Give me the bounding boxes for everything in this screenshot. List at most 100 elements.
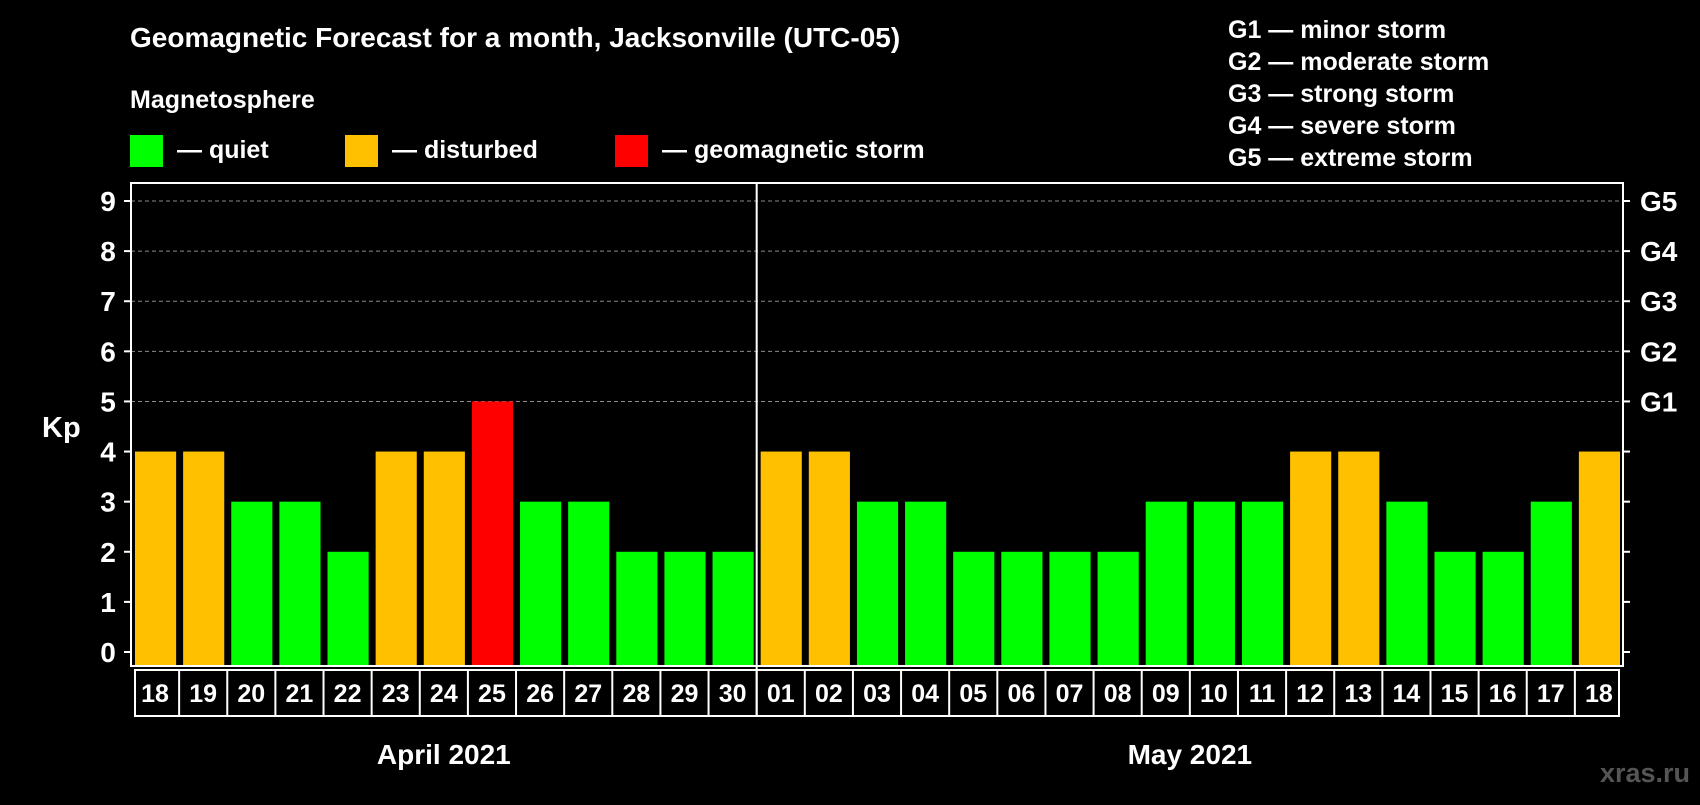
storm-level-label: G5 — [1640, 186, 1677, 217]
x-tick-label: 02 — [815, 680, 843, 708]
y-axis-label: Kp — [42, 412, 81, 444]
bar — [712, 551, 754, 666]
x-tick-label: 16 — [1489, 680, 1517, 708]
bar — [1290, 451, 1332, 666]
month-label: April 2021 — [377, 739, 511, 770]
x-tick-label: 20 — [237, 680, 265, 708]
legend: — quiet — disturbed — geomagnetic storm — [130, 135, 925, 167]
watermark: xras.ru — [1600, 758, 1690, 788]
x-tick-label: 14 — [1393, 680, 1421, 708]
storm-level-label: G3 — [1640, 286, 1677, 317]
x-tick-label: 12 — [1296, 680, 1324, 708]
storm-scale-legend: G1 — minor storm G2 — moderate storm G3 — … — [1228, 16, 1489, 172]
y-tick-label: 6 — [100, 336, 116, 367]
bar — [520, 501, 562, 666]
x-tick-label: 24 — [430, 680, 458, 708]
bar — [664, 551, 706, 666]
x-tick-label: 29 — [671, 680, 699, 708]
bar — [953, 551, 995, 666]
legend-label: — quiet — [177, 136, 269, 164]
bar — [760, 451, 802, 666]
storm-level-label: G1 — [1640, 386, 1677, 417]
bar — [423, 451, 465, 666]
x-tick-label: 22 — [334, 680, 362, 708]
storm-scale-item: G5 — extreme storm — [1228, 144, 1473, 172]
date-row — [134, 669, 1620, 717]
x-tick-label: 18 — [141, 680, 169, 708]
storm-level-label: G2 — [1640, 336, 1677, 367]
x-tick-label: 07 — [1056, 680, 1084, 708]
x-tick-label: 21 — [286, 680, 314, 708]
bar — [279, 501, 321, 666]
x-tick-label: 08 — [1104, 680, 1132, 708]
storm-scale-item: G3 — strong storm — [1228, 80, 1454, 108]
bar — [1338, 451, 1380, 666]
x-tick-label: 25 — [478, 680, 506, 708]
bar — [1482, 551, 1524, 666]
x-tick-label: 13 — [1344, 680, 1372, 708]
y-tick-label: 3 — [100, 487, 116, 518]
x-tick-label: 15 — [1441, 680, 1469, 708]
chart-title: Geomagnetic Forecast for a month, Jackso… — [130, 22, 900, 53]
y-tick-label: 5 — [100, 386, 116, 417]
bar — [471, 401, 514, 666]
bar — [568, 501, 610, 666]
x-tick-label: 26 — [526, 680, 554, 708]
y-tick-label: 9 — [100, 186, 116, 217]
y-tick-label: 0 — [100, 637, 116, 668]
x-tick-label: 09 — [1152, 680, 1180, 708]
bar — [1241, 501, 1284, 666]
storm-level-label: G4 — [1640, 236, 1678, 267]
x-tick-label: 06 — [1007, 680, 1035, 708]
x-tick-label: 03 — [863, 680, 891, 708]
bar — [1097, 551, 1139, 666]
bar — [856, 501, 899, 666]
bar — [1049, 551, 1091, 666]
legend-swatch — [345, 135, 378, 167]
bar — [183, 451, 225, 666]
legend-swatch — [130, 135, 163, 167]
legend-label: — disturbed — [392, 136, 538, 164]
y-tick-label: 1 — [100, 587, 116, 618]
x-tick-label: 05 — [959, 680, 987, 708]
legend-title: Magnetosphere — [130, 86, 315, 114]
legend-label: — geomagnetic storm — [662, 136, 925, 164]
bar — [808, 451, 850, 666]
bar — [1530, 501, 1572, 666]
x-tick-label: 18 — [1585, 680, 1613, 708]
y-tick-label: 7 — [100, 286, 116, 317]
bar — [135, 451, 177, 666]
x-tick-label: 10 — [1200, 680, 1228, 708]
bar — [905, 501, 947, 666]
bar — [1001, 551, 1043, 666]
bar — [375, 451, 417, 666]
bar — [1434, 551, 1476, 666]
plot-frame — [130, 182, 1624, 667]
y-tick-label: 2 — [100, 537, 116, 568]
y-tick-label: 8 — [100, 236, 116, 267]
month-label: May 2021 — [1128, 739, 1253, 770]
y-tick-label: 4 — [100, 437, 116, 468]
bar — [1578, 451, 1620, 666]
storm-scale-item: G4 — severe storm — [1228, 112, 1456, 140]
bar — [327, 551, 369, 666]
legend-swatch — [615, 135, 648, 167]
x-tick-label: 04 — [911, 680, 939, 708]
x-tick-label: 27 — [574, 680, 602, 708]
bar — [1145, 501, 1187, 666]
x-tick-label: 11 — [1249, 680, 1276, 708]
x-tick-label: 30 — [719, 680, 747, 708]
bar — [616, 551, 658, 666]
x-tick-label: 01 — [767, 680, 795, 708]
x-tick-label: 19 — [189, 680, 217, 708]
storm-scale-item: G2 — moderate storm — [1228, 48, 1489, 76]
bar — [1193, 501, 1235, 666]
x-tick-label: 17 — [1537, 680, 1565, 708]
bar — [1386, 501, 1428, 666]
bar — [231, 501, 273, 666]
storm-scale-item: G1 — minor storm — [1228, 16, 1446, 44]
x-tick-label: 28 — [622, 680, 650, 708]
x-tick-label: 23 — [382, 680, 410, 708]
